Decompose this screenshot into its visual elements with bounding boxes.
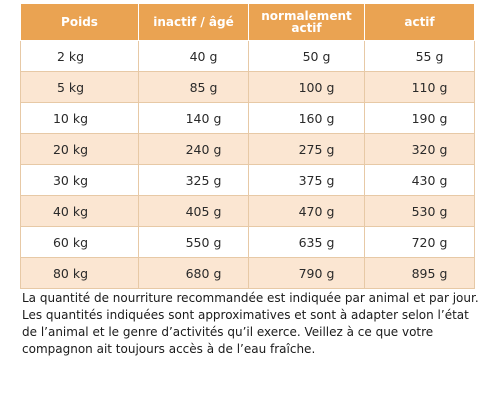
table-row: 30 kg 325 g 375 g 430 g [20, 164, 475, 196]
cell-inactive-senior: 550 g [138, 226, 249, 258]
cell-normally-active: 635 g [248, 226, 365, 258]
feeding-note: La quantité de nourriture recommandée es… [22, 291, 479, 356]
cell-weight: 80 kg [20, 257, 139, 289]
cell-inactive-senior: 680 g [138, 257, 249, 289]
cell-active: 895 g [364, 257, 475, 289]
table-row: 10 kg 140 g 160 g 190 g [20, 102, 475, 134]
cell-weight: 40 kg [20, 195, 139, 227]
header-normally-active: normalement actif [248, 4, 365, 41]
table-row: 20 kg 240 g 275 g 320 g [20, 133, 475, 165]
cell-active: 110 g [364, 71, 475, 103]
cell-normally-active: 50 g [248, 40, 365, 72]
table-header-row: Poids inactif / âgé normalement actif ac… [20, 4, 475, 41]
cell-weight: 60 kg [20, 226, 139, 258]
table-row: 2 kg 40 g 50 g 55 g [20, 40, 475, 72]
table-row: 40 kg 405 g 470 g 530 g [20, 195, 475, 227]
cell-active: 190 g [364, 102, 475, 134]
cell-weight: 30 kg [20, 164, 139, 196]
cell-weight: 2 kg [20, 40, 139, 72]
cell-normally-active: 275 g [248, 133, 365, 165]
cell-normally-active: 375 g [248, 164, 365, 196]
cell-active: 320 g [364, 133, 475, 165]
cell-normally-active: 160 g [248, 102, 365, 134]
cell-weight: 10 kg [20, 102, 139, 134]
table-row: 80 kg 680 g 790 g 895 g [20, 257, 475, 289]
cell-inactive-senior: 405 g [138, 195, 249, 227]
cell-weight: 5 kg [20, 71, 139, 103]
cell-normally-active: 790 g [248, 257, 365, 289]
table-row: 60 kg 550 g 635 g 720 g [20, 226, 475, 258]
cell-inactive-senior: 140 g [138, 102, 249, 134]
cell-inactive-senior: 85 g [138, 71, 249, 103]
cell-active: 720 g [364, 226, 475, 258]
cell-inactive-senior: 40 g [138, 40, 249, 72]
cell-active: 55 g [364, 40, 475, 72]
cell-active: 530 g [364, 195, 475, 227]
table-row: 5 kg 85 g 100 g 110 g [20, 71, 475, 103]
cell-normally-active: 470 g [248, 195, 365, 227]
header-inactive-senior: inactif / âgé [138, 4, 249, 41]
header-active: actif [364, 4, 475, 41]
cell-weight: 20 kg [20, 133, 139, 165]
header-weight: Poids [20, 4, 139, 41]
cell-inactive-senior: 325 g [138, 164, 249, 196]
cell-active: 430 g [364, 164, 475, 196]
cell-inactive-senior: 240 g [138, 133, 249, 165]
cell-normally-active: 100 g [248, 71, 365, 103]
feeding-table: Poids inactif / âgé normalement actif ac… [20, 4, 475, 289]
